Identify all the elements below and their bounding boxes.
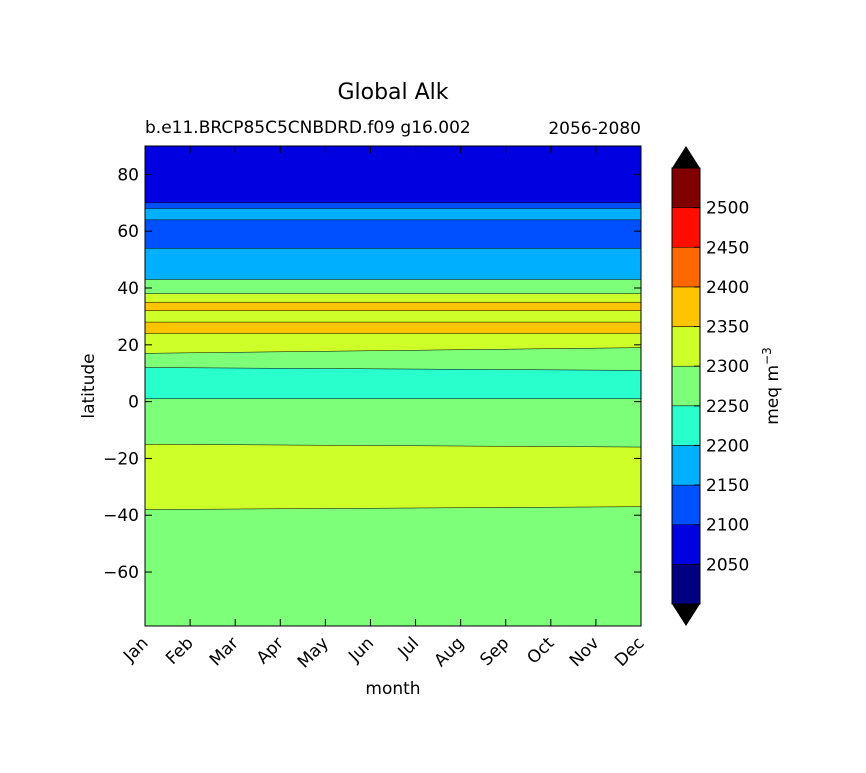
colorbar-tick-label: 2300 bbox=[706, 357, 749, 377]
contour-band-7 bbox=[145, 367, 641, 400]
colorbar-tick-label: 2500 bbox=[706, 199, 749, 219]
colorbar-tick-label: 2350 bbox=[706, 318, 749, 338]
y-axis: 80 60 40 20 0 −20 −40 −60 bbox=[103, 165, 641, 583]
colorbar-swatch bbox=[671, 405, 701, 446]
colorbar-frame bbox=[671, 167, 701, 605]
colorbar-extend-top bbox=[672, 146, 700, 168]
y-tick-label: 60 bbox=[117, 222, 139, 242]
x-tick-label: Oct bbox=[523, 633, 558, 668]
y-axis-label: latitude bbox=[79, 353, 99, 418]
colorbar-label-exponent: −3 bbox=[760, 347, 774, 365]
colorbar-swatch bbox=[671, 286, 701, 327]
x-tick-label: Nov bbox=[566, 633, 604, 671]
chart-subtitle-left: b.e11.BRCP85C5CNBDRD.f09 g16.002 bbox=[145, 118, 471, 138]
x-tick-label: Jul bbox=[394, 633, 423, 662]
contour-band-10 bbox=[145, 146, 641, 204]
colorbar-tick-label: 2250 bbox=[706, 397, 749, 417]
colorbar-swatch bbox=[671, 207, 701, 248]
x-axis-label: month bbox=[365, 679, 420, 699]
y-tick-label: 80 bbox=[117, 165, 139, 185]
plot-frame bbox=[144, 145, 642, 627]
x-tick-label: May bbox=[294, 633, 333, 672]
x-tick-label: Jun bbox=[344, 633, 378, 667]
y-tick-label: −40 bbox=[103, 506, 139, 526]
colorbar-tick-label: 2100 bbox=[706, 516, 749, 536]
contour-band-4 bbox=[145, 443, 641, 510]
colorbar-swatch bbox=[671, 524, 701, 565]
contour-band-5 bbox=[145, 301, 641, 311]
colorbar-swatch bbox=[671, 247, 701, 288]
y-tick-label: 40 bbox=[117, 279, 139, 299]
x-tick-label: Mar bbox=[206, 633, 243, 670]
contour-plot-area bbox=[145, 146, 641, 626]
colorbar-swatch bbox=[671, 167, 701, 208]
colorbar-swatch bbox=[671, 326, 701, 367]
y-tick-label: −20 bbox=[103, 449, 139, 469]
colorbar-swatch bbox=[671, 564, 701, 605]
colorbar-tick-label: 2050 bbox=[706, 555, 749, 575]
colorbar-label-unit: meq m bbox=[763, 365, 783, 425]
y-tick-label: 0 bbox=[128, 393, 139, 413]
contour-band-9 bbox=[145, 208, 641, 221]
y-tick-label: −60 bbox=[103, 563, 139, 583]
x-tick-label: Feb bbox=[162, 633, 197, 668]
colorbar-extend-bottom bbox=[672, 604, 700, 626]
colorbar: 2050 2100 2150 2200 2250 2300 2350 2400 2450 2500 bbox=[671, 146, 749, 626]
x-tick-label: Dec bbox=[611, 633, 648, 670]
colorbar-swatch bbox=[671, 365, 701, 407]
chart-subtitle-right: 2056-2080 bbox=[548, 119, 641, 139]
colorbar-tick-label: 2450 bbox=[706, 238, 749, 258]
colorbar-tick-label: 2150 bbox=[706, 476, 749, 496]
colorbar-tick-label: 2200 bbox=[706, 436, 749, 456]
x-tick-label: Aug bbox=[431, 633, 469, 671]
colorbar-label: meq m−3 bbox=[760, 347, 783, 424]
y-tick-label: 20 bbox=[117, 336, 139, 356]
colorbar-swatch bbox=[671, 484, 701, 525]
x-tick-label: Sep bbox=[476, 633, 513, 670]
contour-band-6 bbox=[145, 321, 641, 334]
x-tick-label: Jan bbox=[119, 633, 152, 666]
x-tick-label: Apr bbox=[253, 633, 288, 668]
colorbar-tick-label: 2400 bbox=[706, 278, 749, 298]
chart-title: Global Alk bbox=[337, 80, 448, 105]
colorbar-swatch bbox=[671, 445, 701, 486]
